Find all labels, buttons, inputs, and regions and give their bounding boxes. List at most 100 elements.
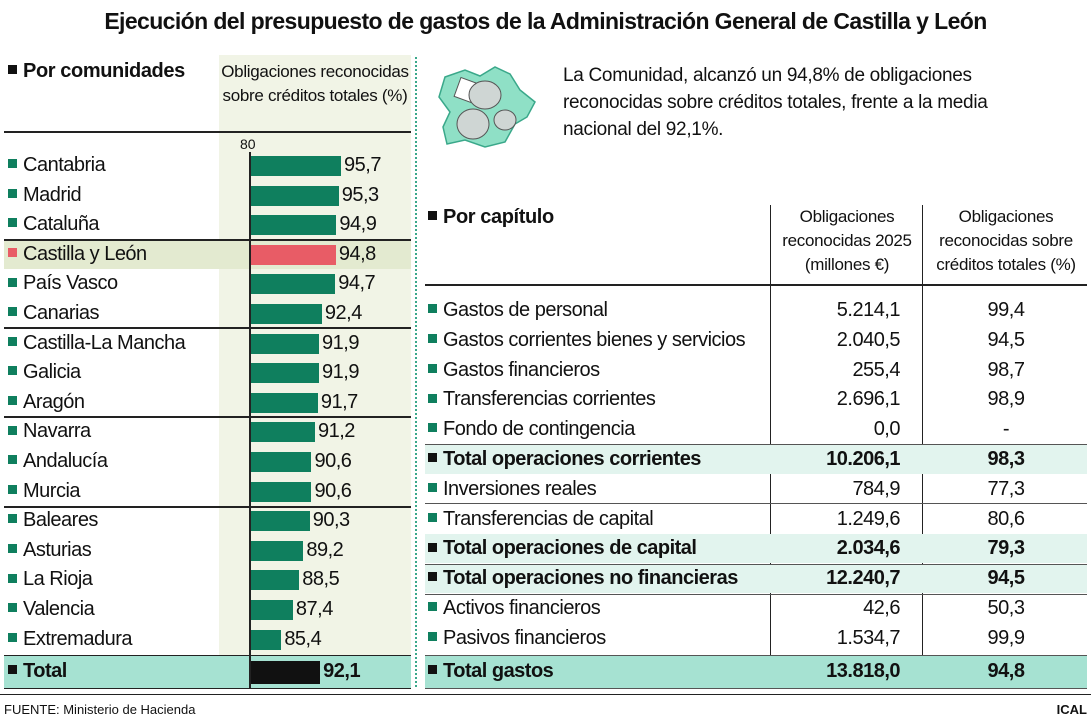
axis-line: [249, 152, 251, 688]
bar-value-label: 88,5: [302, 568, 340, 591]
pct-cell: 99,9: [987, 626, 1025, 649]
category-label: Andalucía: [8, 447, 108, 476]
subtotal-row: [425, 564, 1087, 594]
row-label-text: Total operaciones corrientes: [443, 448, 701, 470]
bar-value-label: 89,2: [306, 538, 344, 561]
pct-cell: -: [1002, 418, 1010, 441]
value-column-header: Obligaciones reconocidas sobre créditos …: [221, 62, 409, 105]
bullet-icon: [8, 665, 17, 675]
pct-cell: 94,8: [987, 660, 1025, 682]
credit: ICAL: [1056, 702, 1087, 717]
row-label-text: Transferencias de capital: [443, 507, 654, 530]
amount-cell: 1.249,6: [836, 507, 901, 530]
bar-value-label: 95,7: [344, 154, 381, 176]
table-row-label: Total gastos: [428, 657, 554, 686]
row-label-text: Gastos de personal: [443, 299, 608, 321]
bar-value-label: 95,3: [341, 183, 379, 206]
category-label: Cataluña: [8, 210, 100, 239]
bar: [250, 452, 312, 472]
section-title-capitulo: Por capítulo: [428, 206, 554, 229]
footer-divider: [0, 694, 1091, 695]
bar-value-label: 91,9: [322, 361, 359, 384]
bar-value-label: 94,9: [339, 213, 377, 236]
row-divider: [425, 503, 1087, 504]
bullet-icon: [428, 483, 437, 493]
bullet-icon: [8, 514, 17, 524]
section-separator: [415, 57, 417, 687]
category-label: Aragón: [8, 388, 85, 417]
bar: [250, 274, 336, 295]
bar-value-label: 94,7: [338, 272, 376, 295]
bar-value-label: 90,6: [314, 450, 352, 472]
row-label-text: Activos financieros: [443, 597, 601, 619]
bullet-icon: [428, 453, 437, 463]
table-row-label: Pasivos financieros: [428, 624, 606, 653]
bullet-icon: [428, 393, 437, 403]
bar-value-label: 92,1: [323, 660, 361, 682]
bar-value-label: 91,2: [317, 420, 355, 443]
bullet-icon: [428, 363, 437, 373]
bar: [250, 244, 336, 265]
bullet-icon: [8, 632, 17, 642]
category-name: Canarias: [23, 302, 100, 324]
table-row-label: Inversiones reales: [428, 475, 597, 504]
section-title-comunidades: Por comunidades: [8, 60, 185, 83]
bar: [250, 570, 300, 591]
row-divider: [425, 688, 1087, 689]
castilla-leon-map-with-coins-icon: [438, 66, 536, 148]
pct-cell: 94,5: [987, 567, 1025, 590]
bar: [250, 333, 320, 354]
category-name: Extremadura: [23, 627, 133, 650]
bullet-icon: [8, 65, 17, 75]
table-row-label: Total operaciones de capital: [428, 534, 697, 563]
bullet-icon: [428, 423, 437, 433]
bar: [250, 363, 320, 384]
table-row-label: Transferencias de capital: [428, 505, 654, 534]
row-label-text: Total gastos: [443, 660, 554, 682]
table-row-label: Gastos corrientes bienes y servicios: [428, 326, 746, 355]
bar-value-label: 85,4: [284, 627, 322, 650]
bullet-icon: [428, 602, 437, 612]
category-name: Cataluña: [23, 213, 100, 236]
bar: [250, 540, 304, 561]
row-label-text: Gastos corrientes bienes y servicios: [443, 328, 746, 351]
category-label: Valencia: [8, 595, 95, 624]
source-note: FUENTE: Ministerio de Hacienda: [4, 702, 196, 717]
category-name: Asturias: [23, 538, 92, 561]
category-name: Madrid: [23, 183, 82, 206]
bullet-icon: [8, 573, 17, 583]
bullet-icon: [428, 304, 437, 314]
pct-cell: 80,6: [987, 507, 1025, 530]
category-name: Galicia: [23, 361, 81, 384]
table-row-label: Gastos de personal: [428, 296, 608, 325]
amount-cell: 2.040,5: [836, 328, 901, 351]
amount-cell: 0,0: [873, 418, 901, 441]
bullet-icon: [8, 455, 17, 465]
category-label: País Vasco: [8, 269, 118, 298]
pct-cell: 50,3: [987, 597, 1025, 619]
subtotal-row: [425, 445, 1087, 474]
category-name: Andalucía: [23, 450, 108, 472]
bullet-icon: [8, 603, 17, 613]
row-label-text: Gastos financieros: [443, 358, 600, 381]
amount-cell: 2.034,6: [836, 537, 901, 560]
category-name: Murcia: [23, 479, 81, 502]
divider: [4, 239, 411, 241]
bullet-icon: [428, 211, 437, 221]
bullet-icon: [428, 334, 437, 344]
bar-value-label: 94,8: [338, 242, 376, 265]
column-header-pct: Obligaciones reconocidas sobre créditos …: [936, 207, 1076, 274]
bullet-icon: [8, 248, 17, 258]
row-label-text: Transferencias corrientes: [443, 388, 656, 411]
category-name: Aragón: [23, 390, 85, 413]
row-label-text: Fondo de contingencia: [443, 418, 635, 441]
category-name: Baleares: [23, 509, 98, 532]
bar: [250, 392, 318, 413]
amount-cell: 1.534,7: [836, 626, 901, 649]
bullet-icon: [8, 544, 17, 554]
bar: [250, 629, 282, 650]
pct-cell: 98,7: [987, 358, 1025, 381]
bar: [250, 185, 339, 206]
bullet-icon: [8, 159, 17, 169]
bar: [250, 422, 315, 443]
